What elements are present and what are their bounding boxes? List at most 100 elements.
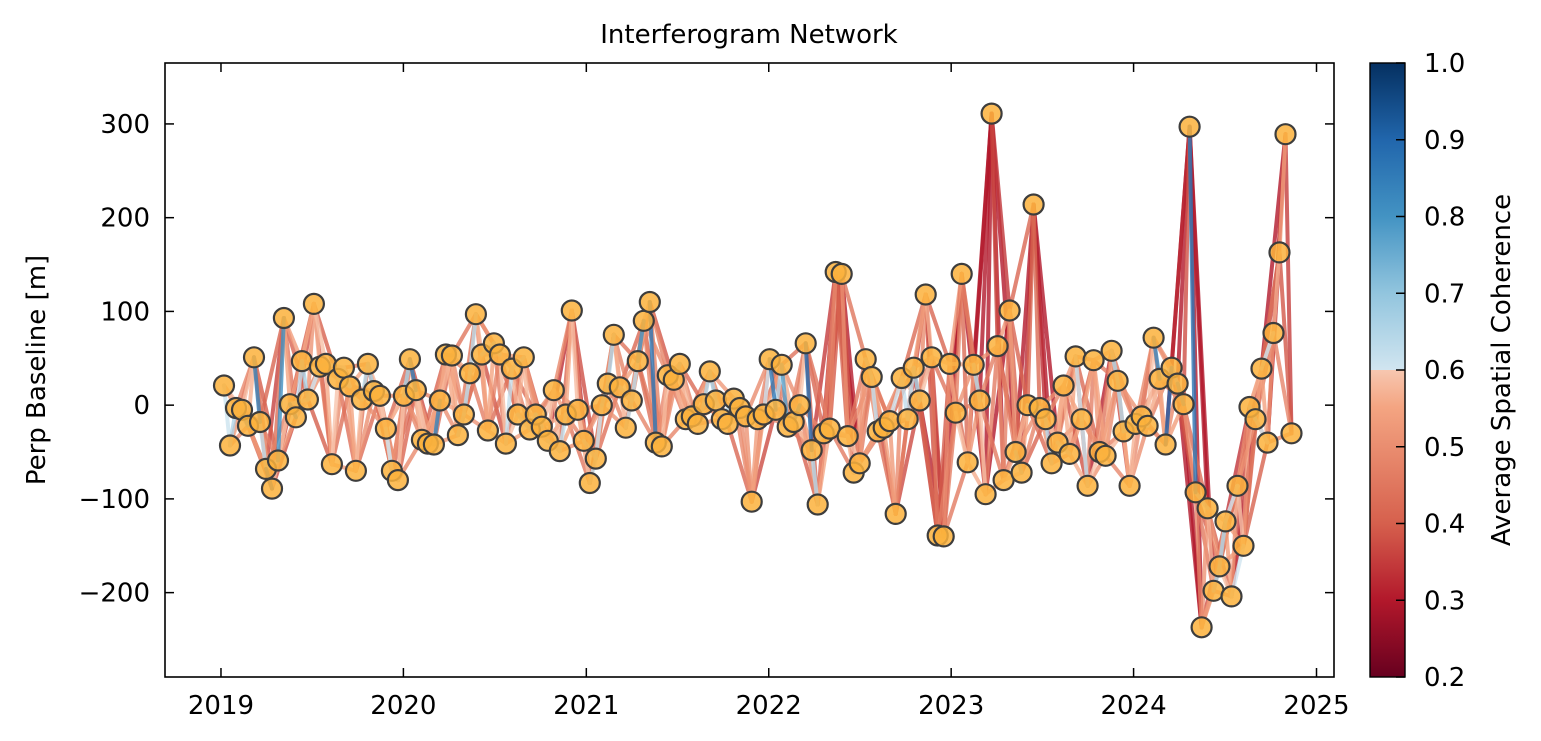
interferogram-edge (1067, 354, 1078, 456)
interferogram-edge (1271, 331, 1294, 436)
acquisition-point (356, 352, 379, 375)
acquisition-point (542, 379, 565, 402)
acquisition-point (632, 309, 655, 332)
y-tick-label: −100 (79, 485, 150, 515)
acquisition-point (428, 389, 451, 412)
interferogram-edge (989, 111, 1000, 349)
acquisition-points (212, 102, 1303, 639)
acquisition-point (590, 394, 613, 417)
acquisition-point (1034, 408, 1057, 431)
acquisition-point (800, 439, 823, 462)
acquisition-point (1268, 241, 1291, 264)
acquisition-point (440, 344, 463, 367)
chart-title: Interferogram Network (600, 20, 897, 50)
colorbar-tick-label: 0.4 (1424, 510, 1465, 540)
interferogram-edge (1073, 354, 1102, 454)
interferogram-edge (1241, 440, 1270, 548)
interferogram-edge (839, 271, 868, 362)
acquisition-point (578, 471, 601, 495)
acquisition-point (1154, 433, 1177, 456)
acquisition-point (1052, 374, 1075, 397)
y-tick-label: 0 (133, 391, 150, 421)
interferogram-edge (995, 344, 1006, 483)
interferogram-edge (941, 460, 970, 539)
acquisition-point (422, 433, 445, 456)
x-tick-label: 2019 (188, 691, 254, 721)
acquisition-point (848, 452, 871, 475)
acquisition-point (626, 350, 649, 373)
acquisition-point (494, 432, 517, 455)
acquisition-point (242, 346, 266, 369)
colorbar-tick-label: 0.7 (1424, 279, 1465, 309)
acquisition-point (1256, 431, 1279, 454)
acquisition-point (1280, 422, 1303, 445)
acquisition-point (668, 352, 691, 375)
interferogram-edge (989, 111, 1012, 313)
interferogram-edge (329, 376, 340, 467)
acquisition-point (248, 410, 272, 434)
x-tick-label: 2020 (370, 691, 436, 721)
acquisition-point (1022, 193, 1045, 216)
interferogram-edge (977, 398, 988, 497)
interferogram-edge (1271, 250, 1282, 335)
acquisition-point (830, 262, 853, 285)
acquisition-point (794, 332, 817, 355)
acquisition-point (1142, 326, 1165, 349)
interferogram-edge (1091, 358, 1108, 458)
interferogram-edge (827, 270, 838, 431)
colorbar-tick-label: 0.8 (1424, 203, 1465, 233)
acquisition-point (956, 451, 979, 474)
y-tick-label: 300 (100, 110, 150, 140)
interferogram-edge (743, 414, 754, 504)
acquisition-point (296, 388, 319, 411)
acquisition-point (302, 292, 325, 315)
colorbar-tick-label: 0.2 (1424, 663, 1465, 693)
acquisition-point (476, 419, 499, 442)
interferogram-edge (881, 425, 898, 516)
interferogram-edge (1103, 348, 1114, 458)
plot-frame (164, 62, 1335, 678)
interferogram-edge (305, 301, 316, 402)
acquisition-point (1244, 408, 1267, 431)
acquisition-point (932, 525, 955, 548)
interferogram-edge (983, 344, 1000, 497)
interferogram-edge (911, 292, 928, 370)
acquisition-point (452, 403, 475, 426)
y-tick-label: −200 (79, 579, 150, 609)
acquisition-point (962, 353, 985, 376)
y-axis: −200 −100 0 100 200 300 (79, 110, 1334, 609)
acquisition-point (1208, 555, 1231, 578)
acquisition-point (272, 306, 295, 330)
interferogram-edge (323, 361, 334, 467)
acquisition-point (986, 335, 1009, 358)
interferogram-edge (1241, 405, 1252, 548)
acquisition-point (260, 477, 284, 500)
interferogram-edge (923, 292, 952, 366)
acquisition-point (266, 449, 290, 472)
interferogram-edge (1007, 202, 1036, 313)
interferogram-edge (1283, 132, 1294, 436)
acquisition-point (638, 290, 661, 314)
acquisition-point (998, 299, 1021, 322)
interferogram-edge (947, 271, 964, 366)
interferogram-edge (1259, 366, 1270, 445)
acquisition-point (488, 343, 511, 366)
acquisition-point (620, 389, 643, 412)
acquisition-point (650, 435, 673, 458)
acquisition-point (1184, 481, 1207, 504)
interferogram-edge (803, 341, 814, 453)
interferogram-edge (893, 376, 904, 516)
interferogram-edge (258, 316, 286, 424)
interferogram-edge (983, 111, 994, 497)
acquisition-point (584, 447, 607, 470)
interferogram-edge (276, 316, 286, 463)
acquisition-point (1106, 369, 1129, 392)
acquisition-point (1220, 585, 1243, 608)
acquisition-point (944, 401, 967, 424)
acquisition-point (374, 417, 397, 440)
acquisition-point (968, 389, 991, 412)
acquisition-point (1196, 497, 1219, 520)
acquisition-point (1274, 123, 1297, 146)
acquisition-point (560, 299, 583, 322)
acquisition-point (1040, 452, 1063, 475)
